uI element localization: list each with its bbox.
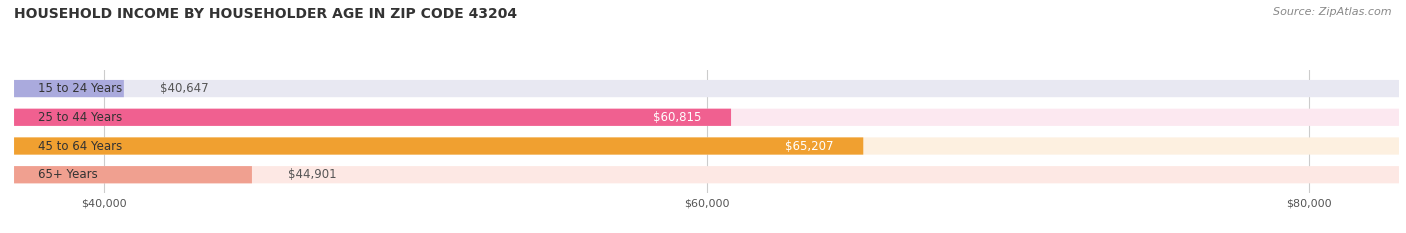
FancyBboxPatch shape: [14, 80, 124, 97]
Text: $44,901: $44,901: [288, 168, 336, 181]
Text: 15 to 24 Years: 15 to 24 Years: [38, 82, 122, 95]
Text: $40,647: $40,647: [160, 82, 208, 95]
Text: HOUSEHOLD INCOME BY HOUSEHOLDER AGE IN ZIP CODE 43204: HOUSEHOLD INCOME BY HOUSEHOLDER AGE IN Z…: [14, 7, 517, 21]
FancyBboxPatch shape: [14, 137, 1399, 155]
FancyBboxPatch shape: [14, 109, 731, 126]
FancyBboxPatch shape: [14, 137, 863, 155]
Text: 25 to 44 Years: 25 to 44 Years: [38, 111, 122, 124]
Text: $65,207: $65,207: [785, 140, 834, 153]
Text: 45 to 64 Years: 45 to 64 Years: [38, 140, 122, 153]
FancyBboxPatch shape: [14, 109, 1399, 126]
FancyBboxPatch shape: [14, 166, 252, 183]
Text: 65+ Years: 65+ Years: [38, 168, 98, 181]
FancyBboxPatch shape: [14, 80, 1399, 97]
Text: $60,815: $60,815: [652, 111, 702, 124]
FancyBboxPatch shape: [14, 166, 1399, 183]
Text: Source: ZipAtlas.com: Source: ZipAtlas.com: [1274, 7, 1392, 17]
